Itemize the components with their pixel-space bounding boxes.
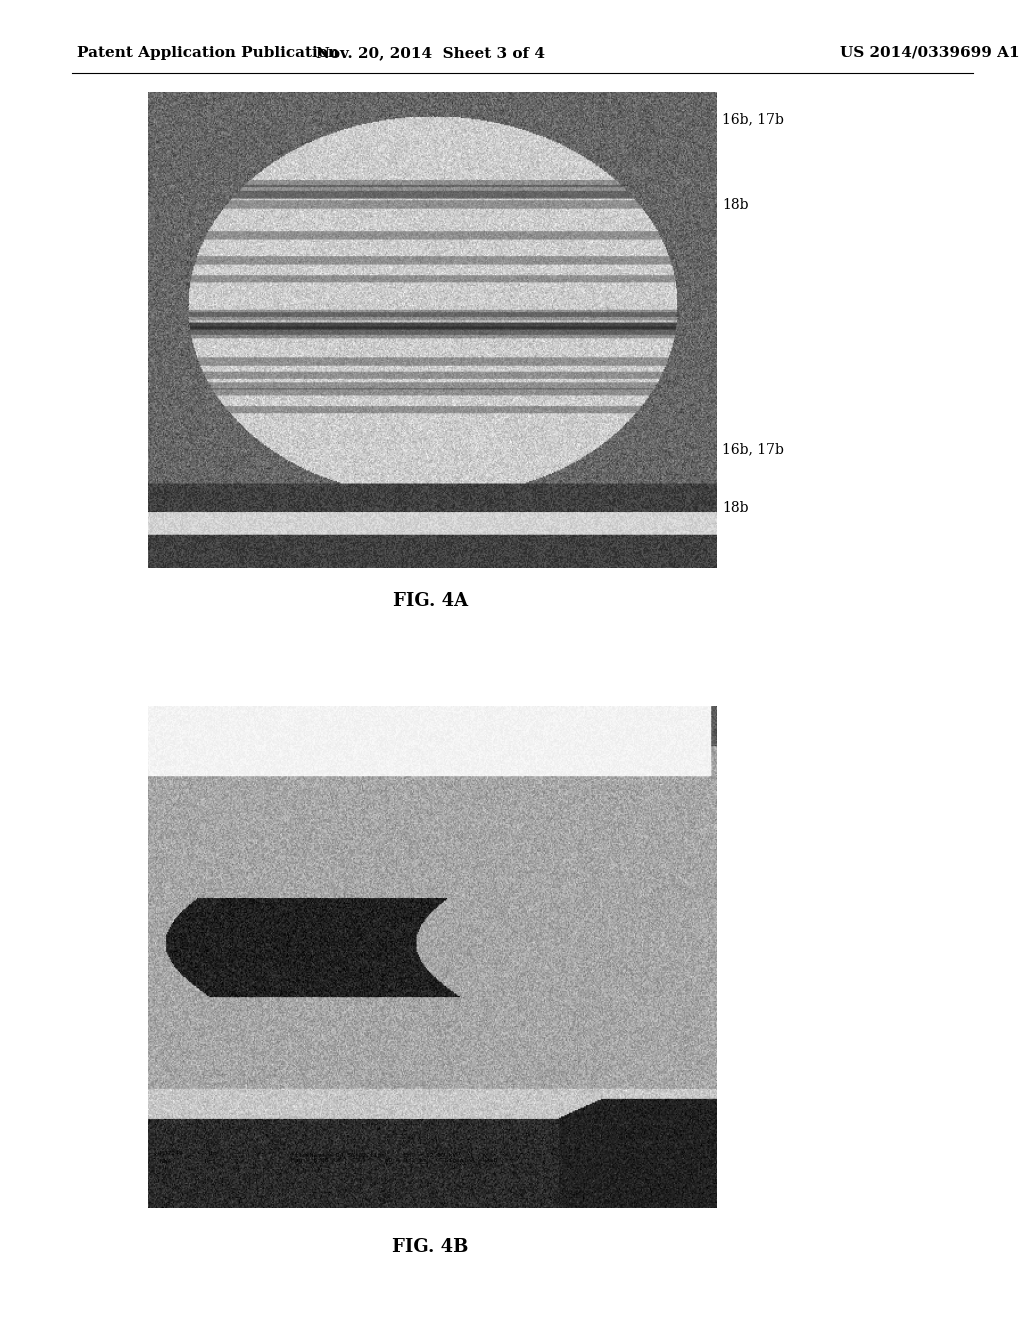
Text: US 2014/0339699 A1: US 2014/0339699 A1 [840, 46, 1019, 59]
Text: FIG. 4A: FIG. 4A [392, 591, 468, 610]
Text: File Name = C4_56_02.tif      EHT = 12.00 kV
Mag = 6.00 KX            WD = 9.1 m: File Name = C4_56_02.tif EHT = 12.00 kV … [291, 1152, 497, 1163]
Text: Nov. 20, 2014  Sheet 3 of 4: Nov. 20, 2014 Sheet 3 of 4 [315, 46, 545, 59]
Text: 16b, 17b: 16b, 17b [722, 112, 783, 125]
Text: 16b, 17b: 16b, 17b [722, 442, 783, 455]
Text: 18b: 18b [722, 198, 749, 211]
Text: Patent Application Publication: Patent Application Publication [77, 46, 339, 59]
Text: 18b: 18b [722, 502, 749, 515]
Text: FIG. 4B: FIG. 4B [392, 1238, 468, 1257]
Text: MJ7249     2 μm
NW4         ⊢─┤: MJ7249 2 μm NW4 ⊢─┤ [160, 1151, 216, 1164]
